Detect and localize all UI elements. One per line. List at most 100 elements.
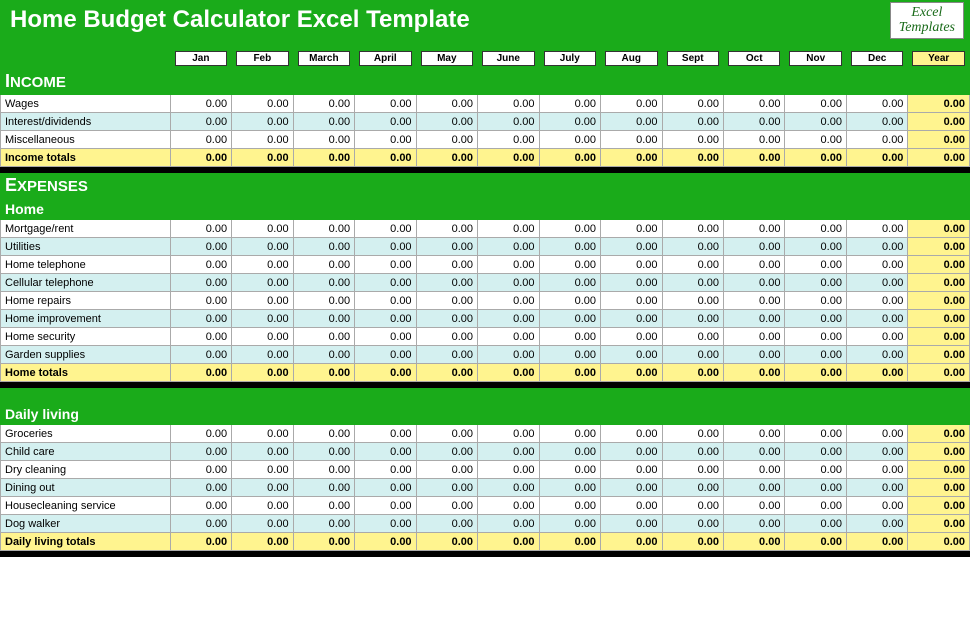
value-cell[interactable]: 0.00 (170, 515, 231, 533)
value-cell[interactable]: 0.00 (785, 479, 846, 497)
value-cell[interactable]: 0.00 (355, 443, 416, 461)
value-cell[interactable]: 0.00 (232, 425, 293, 443)
value-cell[interactable]: 0.00 (723, 461, 784, 479)
value-cell[interactable]: 0.00 (662, 461, 723, 479)
value-cell[interactable]: 0.00 (478, 346, 539, 364)
value-cell[interactable]: 0.00 (723, 256, 784, 274)
value-cell[interactable]: 0.00 (293, 256, 354, 274)
value-cell[interactable]: 0.00 (478, 95, 539, 113)
value-cell[interactable]: 0.00 (846, 346, 907, 364)
value-cell[interactable]: 0.00 (785, 238, 846, 256)
value-cell[interactable]: 0.00 (170, 443, 231, 461)
value-cell[interactable]: 0.00 (416, 274, 477, 292)
value-cell[interactable]: 0.00 (846, 95, 907, 113)
value-cell[interactable]: 0.00 (293, 461, 354, 479)
value-cell[interactable]: 0.00 (785, 443, 846, 461)
value-cell[interactable]: 0.00 (355, 256, 416, 274)
value-cell[interactable]: 0.00 (170, 425, 231, 443)
value-cell[interactable]: 0.00 (662, 274, 723, 292)
value-cell[interactable]: 0.00 (232, 310, 293, 328)
value-cell[interactable]: 0.00 (478, 131, 539, 149)
value-cell[interactable]: 0.00 (293, 292, 354, 310)
value-cell[interactable]: 0.00 (539, 131, 600, 149)
value-cell[interactable]: 0.00 (355, 328, 416, 346)
value-cell[interactable]: 0.00 (170, 113, 231, 131)
value-cell[interactable]: 0.00 (355, 461, 416, 479)
value-cell[interactable]: 0.00 (601, 346, 662, 364)
value-cell[interactable]: 0.00 (293, 220, 354, 238)
value-cell[interactable]: 0.00 (416, 346, 477, 364)
value-cell[interactable]: 0.00 (662, 220, 723, 238)
value-cell[interactable]: 0.00 (170, 238, 231, 256)
value-cell[interactable]: 0.00 (601, 238, 662, 256)
value-cell[interactable]: 0.00 (846, 220, 907, 238)
value-cell[interactable]: 0.00 (601, 443, 662, 461)
value-cell[interactable]: 0.00 (846, 479, 907, 497)
value-cell[interactable]: 0.00 (539, 274, 600, 292)
value-cell[interactable]: 0.00 (785, 425, 846, 443)
value-cell[interactable]: 0.00 (785, 310, 846, 328)
value-cell[interactable]: 0.00 (170, 95, 231, 113)
value-cell[interactable]: 0.00 (539, 346, 600, 364)
value-cell[interactable]: 0.00 (539, 310, 600, 328)
value-cell[interactable]: 0.00 (416, 515, 477, 533)
value-cell[interactable]: 0.00 (601, 461, 662, 479)
value-cell[interactable]: 0.00 (170, 310, 231, 328)
value-cell[interactable]: 0.00 (232, 238, 293, 256)
value-cell[interactable]: 0.00 (170, 497, 231, 515)
value-cell[interactable]: 0.00 (170, 131, 231, 149)
value-cell[interactable]: 0.00 (662, 346, 723, 364)
value-cell[interactable]: 0.00 (785, 274, 846, 292)
value-cell[interactable]: 0.00 (170, 274, 231, 292)
value-cell[interactable]: 0.00 (293, 328, 354, 346)
value-cell[interactable]: 0.00 (170, 479, 231, 497)
value-cell[interactable]: 0.00 (539, 425, 600, 443)
value-cell[interactable]: 0.00 (355, 131, 416, 149)
value-cell[interactable]: 0.00 (723, 220, 784, 238)
value-cell[interactable]: 0.00 (662, 515, 723, 533)
value-cell[interactable]: 0.00 (416, 497, 477, 515)
value-cell[interactable]: 0.00 (601, 479, 662, 497)
value-cell[interactable]: 0.00 (785, 497, 846, 515)
value-cell[interactable]: 0.00 (416, 479, 477, 497)
value-cell[interactable]: 0.00 (416, 131, 477, 149)
value-cell[interactable]: 0.00 (539, 113, 600, 131)
value-cell[interactable]: 0.00 (723, 238, 784, 256)
value-cell[interactable]: 0.00 (785, 346, 846, 364)
value-cell[interactable]: 0.00 (723, 292, 784, 310)
value-cell[interactable]: 0.00 (416, 220, 477, 238)
value-cell[interactable]: 0.00 (293, 238, 354, 256)
value-cell[interactable]: 0.00 (170, 461, 231, 479)
value-cell[interactable]: 0.00 (662, 497, 723, 515)
value-cell[interactable]: 0.00 (601, 274, 662, 292)
value-cell[interactable]: 0.00 (662, 95, 723, 113)
value-cell[interactable]: 0.00 (355, 274, 416, 292)
value-cell[interactable]: 0.00 (662, 479, 723, 497)
value-cell[interactable]: 0.00 (539, 256, 600, 274)
value-cell[interactable]: 0.00 (478, 443, 539, 461)
value-cell[interactable]: 0.00 (785, 95, 846, 113)
value-cell[interactable]: 0.00 (846, 238, 907, 256)
value-cell[interactable]: 0.00 (355, 95, 416, 113)
value-cell[interactable]: 0.00 (846, 292, 907, 310)
value-cell[interactable]: 0.00 (232, 292, 293, 310)
value-cell[interactable]: 0.00 (539, 497, 600, 515)
value-cell[interactable]: 0.00 (416, 328, 477, 346)
value-cell[interactable]: 0.00 (601, 256, 662, 274)
value-cell[interactable]: 0.00 (355, 515, 416, 533)
value-cell[interactable]: 0.00 (232, 497, 293, 515)
value-cell[interactable]: 0.00 (723, 113, 784, 131)
value-cell[interactable]: 0.00 (846, 113, 907, 131)
value-cell[interactable]: 0.00 (662, 256, 723, 274)
value-cell[interactable]: 0.00 (355, 346, 416, 364)
value-cell[interactable]: 0.00 (293, 95, 354, 113)
value-cell[interactable]: 0.00 (478, 328, 539, 346)
value-cell[interactable]: 0.00 (478, 256, 539, 274)
value-cell[interactable]: 0.00 (662, 425, 723, 443)
value-cell[interactable]: 0.00 (601, 425, 662, 443)
value-cell[interactable]: 0.00 (416, 238, 477, 256)
value-cell[interactable]: 0.00 (723, 497, 784, 515)
value-cell[interactable]: 0.00 (355, 292, 416, 310)
value-cell[interactable]: 0.00 (293, 497, 354, 515)
value-cell[interactable]: 0.00 (723, 515, 784, 533)
